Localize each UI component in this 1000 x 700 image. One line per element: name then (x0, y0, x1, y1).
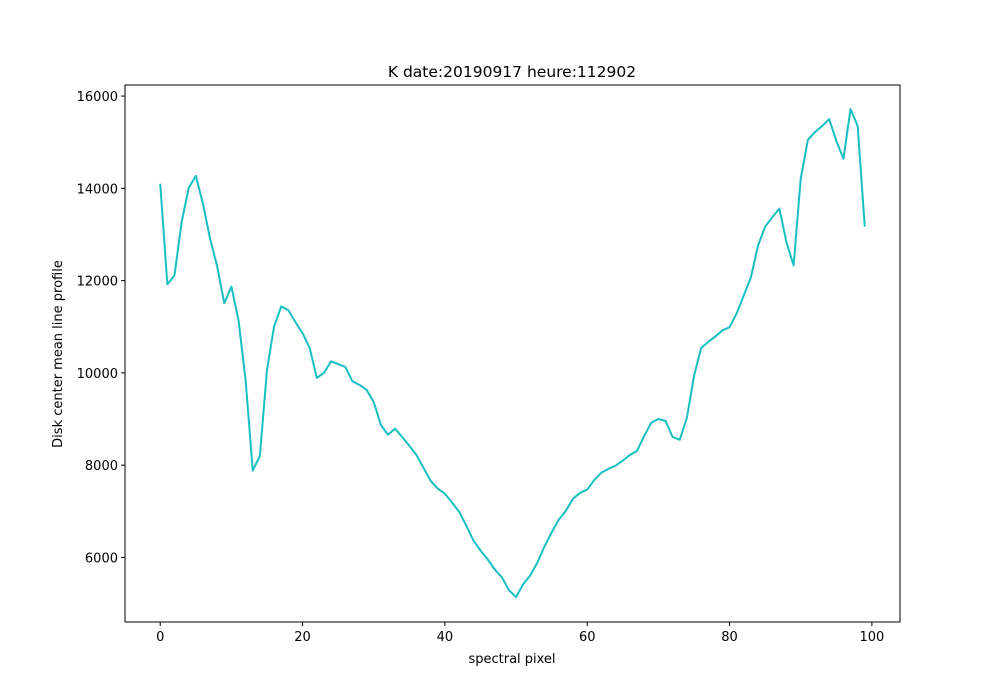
y-axis-label: Disk center mean line profile (51, 260, 66, 448)
y-tick-label: 8000 (85, 459, 118, 474)
x-axis-label: spectral pixel (468, 652, 555, 667)
data-line (159, 107, 866, 599)
x-tick-label: 60 (579, 630, 596, 645)
x-tick-label: 40 (437, 630, 454, 645)
y-tick-label: 6000 (85, 551, 118, 566)
y-tick-label: 16000 (77, 90, 118, 105)
axes-frame (124, 84, 901, 623)
x-tick-label: 0 (156, 630, 164, 645)
x-tick-label: 80 (721, 630, 738, 645)
x-tick-label: 100 (859, 630, 884, 645)
y-tick-label: 14000 (77, 182, 118, 197)
x-tick-label: 20 (294, 630, 311, 645)
chart-title: K date:20190917 heure:112902 (388, 63, 636, 81)
y-tick-label: 10000 (77, 367, 118, 382)
y-tick-label: 12000 (77, 275, 118, 290)
